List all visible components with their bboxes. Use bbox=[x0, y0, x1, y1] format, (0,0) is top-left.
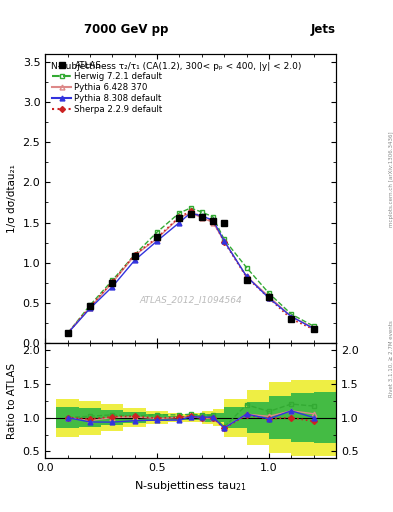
Text: N-subjettiness τ₂/τ₁ (CA(1.2), 300< pₚ < 400, |y| < 2.0): N-subjettiness τ₂/τ₁ (CA(1.2), 300< pₚ <… bbox=[51, 62, 301, 72]
Text: Jets: Jets bbox=[311, 23, 336, 36]
Text: mcplots.cern.ch [arXiv:1306.3436]: mcplots.cern.ch [arXiv:1306.3436] bbox=[389, 132, 393, 227]
Text: Rivet 3.1.10, ≥ 2.7M events: Rivet 3.1.10, ≥ 2.7M events bbox=[389, 320, 393, 397]
Legend: ATLAS, Herwig 7.2.1 default, Pythia 6.428 370, Pythia 8.308 default, Sherpa 2.2.: ATLAS, Herwig 7.2.1 default, Pythia 6.42… bbox=[50, 58, 165, 117]
Y-axis label: 1/σ dσ/dtau₂₁: 1/σ dσ/dtau₂₁ bbox=[7, 164, 17, 233]
Text: ATLAS_2012_I1094564: ATLAS_2012_I1094564 bbox=[139, 295, 242, 304]
Text: 7000 GeV pp: 7000 GeV pp bbox=[84, 23, 168, 36]
X-axis label: N-subjettiness tau$_{\mathsf{21}}$: N-subjettiness tau$_{\mathsf{21}}$ bbox=[134, 479, 247, 493]
Y-axis label: Ratio to ATLAS: Ratio to ATLAS bbox=[7, 362, 17, 439]
